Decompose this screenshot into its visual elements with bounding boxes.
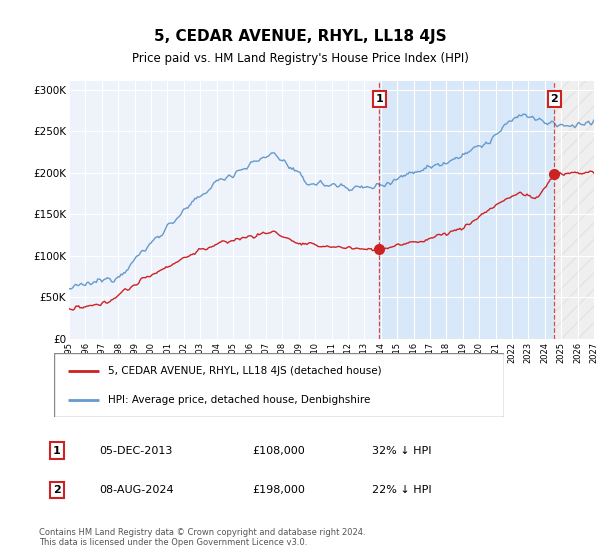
Text: 5, CEDAR AVENUE, RHYL, LL18 4JS (detached house): 5, CEDAR AVENUE, RHYL, LL18 4JS (detache… xyxy=(108,366,382,376)
Text: 32% ↓ HPI: 32% ↓ HPI xyxy=(372,446,431,456)
Text: 2: 2 xyxy=(53,485,61,495)
Text: 1: 1 xyxy=(376,94,383,104)
Bar xyxy=(379,81,554,339)
Text: £198,000: £198,000 xyxy=(252,485,305,495)
Text: 1: 1 xyxy=(53,446,61,456)
Text: 22% ↓ HPI: 22% ↓ HPI xyxy=(372,485,431,495)
Text: Contains HM Land Registry data © Crown copyright and database right 2024.
This d: Contains HM Land Registry data © Crown c… xyxy=(39,528,365,547)
Text: 05-DEC-2013: 05-DEC-2013 xyxy=(99,446,172,456)
Text: Price paid vs. HM Land Registry's House Price Index (HPI): Price paid vs. HM Land Registry's House … xyxy=(131,52,469,66)
Bar xyxy=(554,81,594,339)
Text: 2: 2 xyxy=(550,94,558,104)
Text: £108,000: £108,000 xyxy=(252,446,305,456)
Text: 08-AUG-2024: 08-AUG-2024 xyxy=(99,485,173,495)
Text: HPI: Average price, detached house, Denbighshire: HPI: Average price, detached house, Denb… xyxy=(108,395,370,405)
Bar xyxy=(554,81,594,339)
FancyBboxPatch shape xyxy=(54,353,504,417)
Text: 5, CEDAR AVENUE, RHYL, LL18 4JS: 5, CEDAR AVENUE, RHYL, LL18 4JS xyxy=(154,29,446,44)
